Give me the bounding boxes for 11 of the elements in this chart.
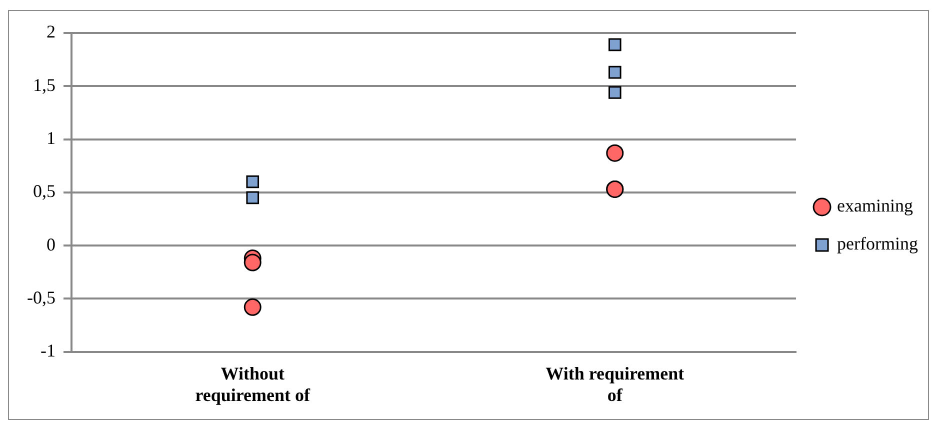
y-tick-label: 1,5: [32, 74, 56, 95]
legend-label: examining: [837, 196, 914, 216]
y-tick-label: -1: [40, 340, 56, 361]
y-tick-label: 0,5: [32, 181, 56, 202]
y-tick-label: 0: [46, 234, 56, 254]
x-tick-label: Without requirement of: [195, 363, 312, 405]
y-tick-label: 2: [46, 22, 56, 42]
legend-label: performing: [837, 234, 918, 254]
y-tick-label: -0,5: [26, 287, 56, 308]
x-tick-label: With requirement of: [546, 363, 684, 405]
y-tick-label: 1: [46, 128, 56, 148]
